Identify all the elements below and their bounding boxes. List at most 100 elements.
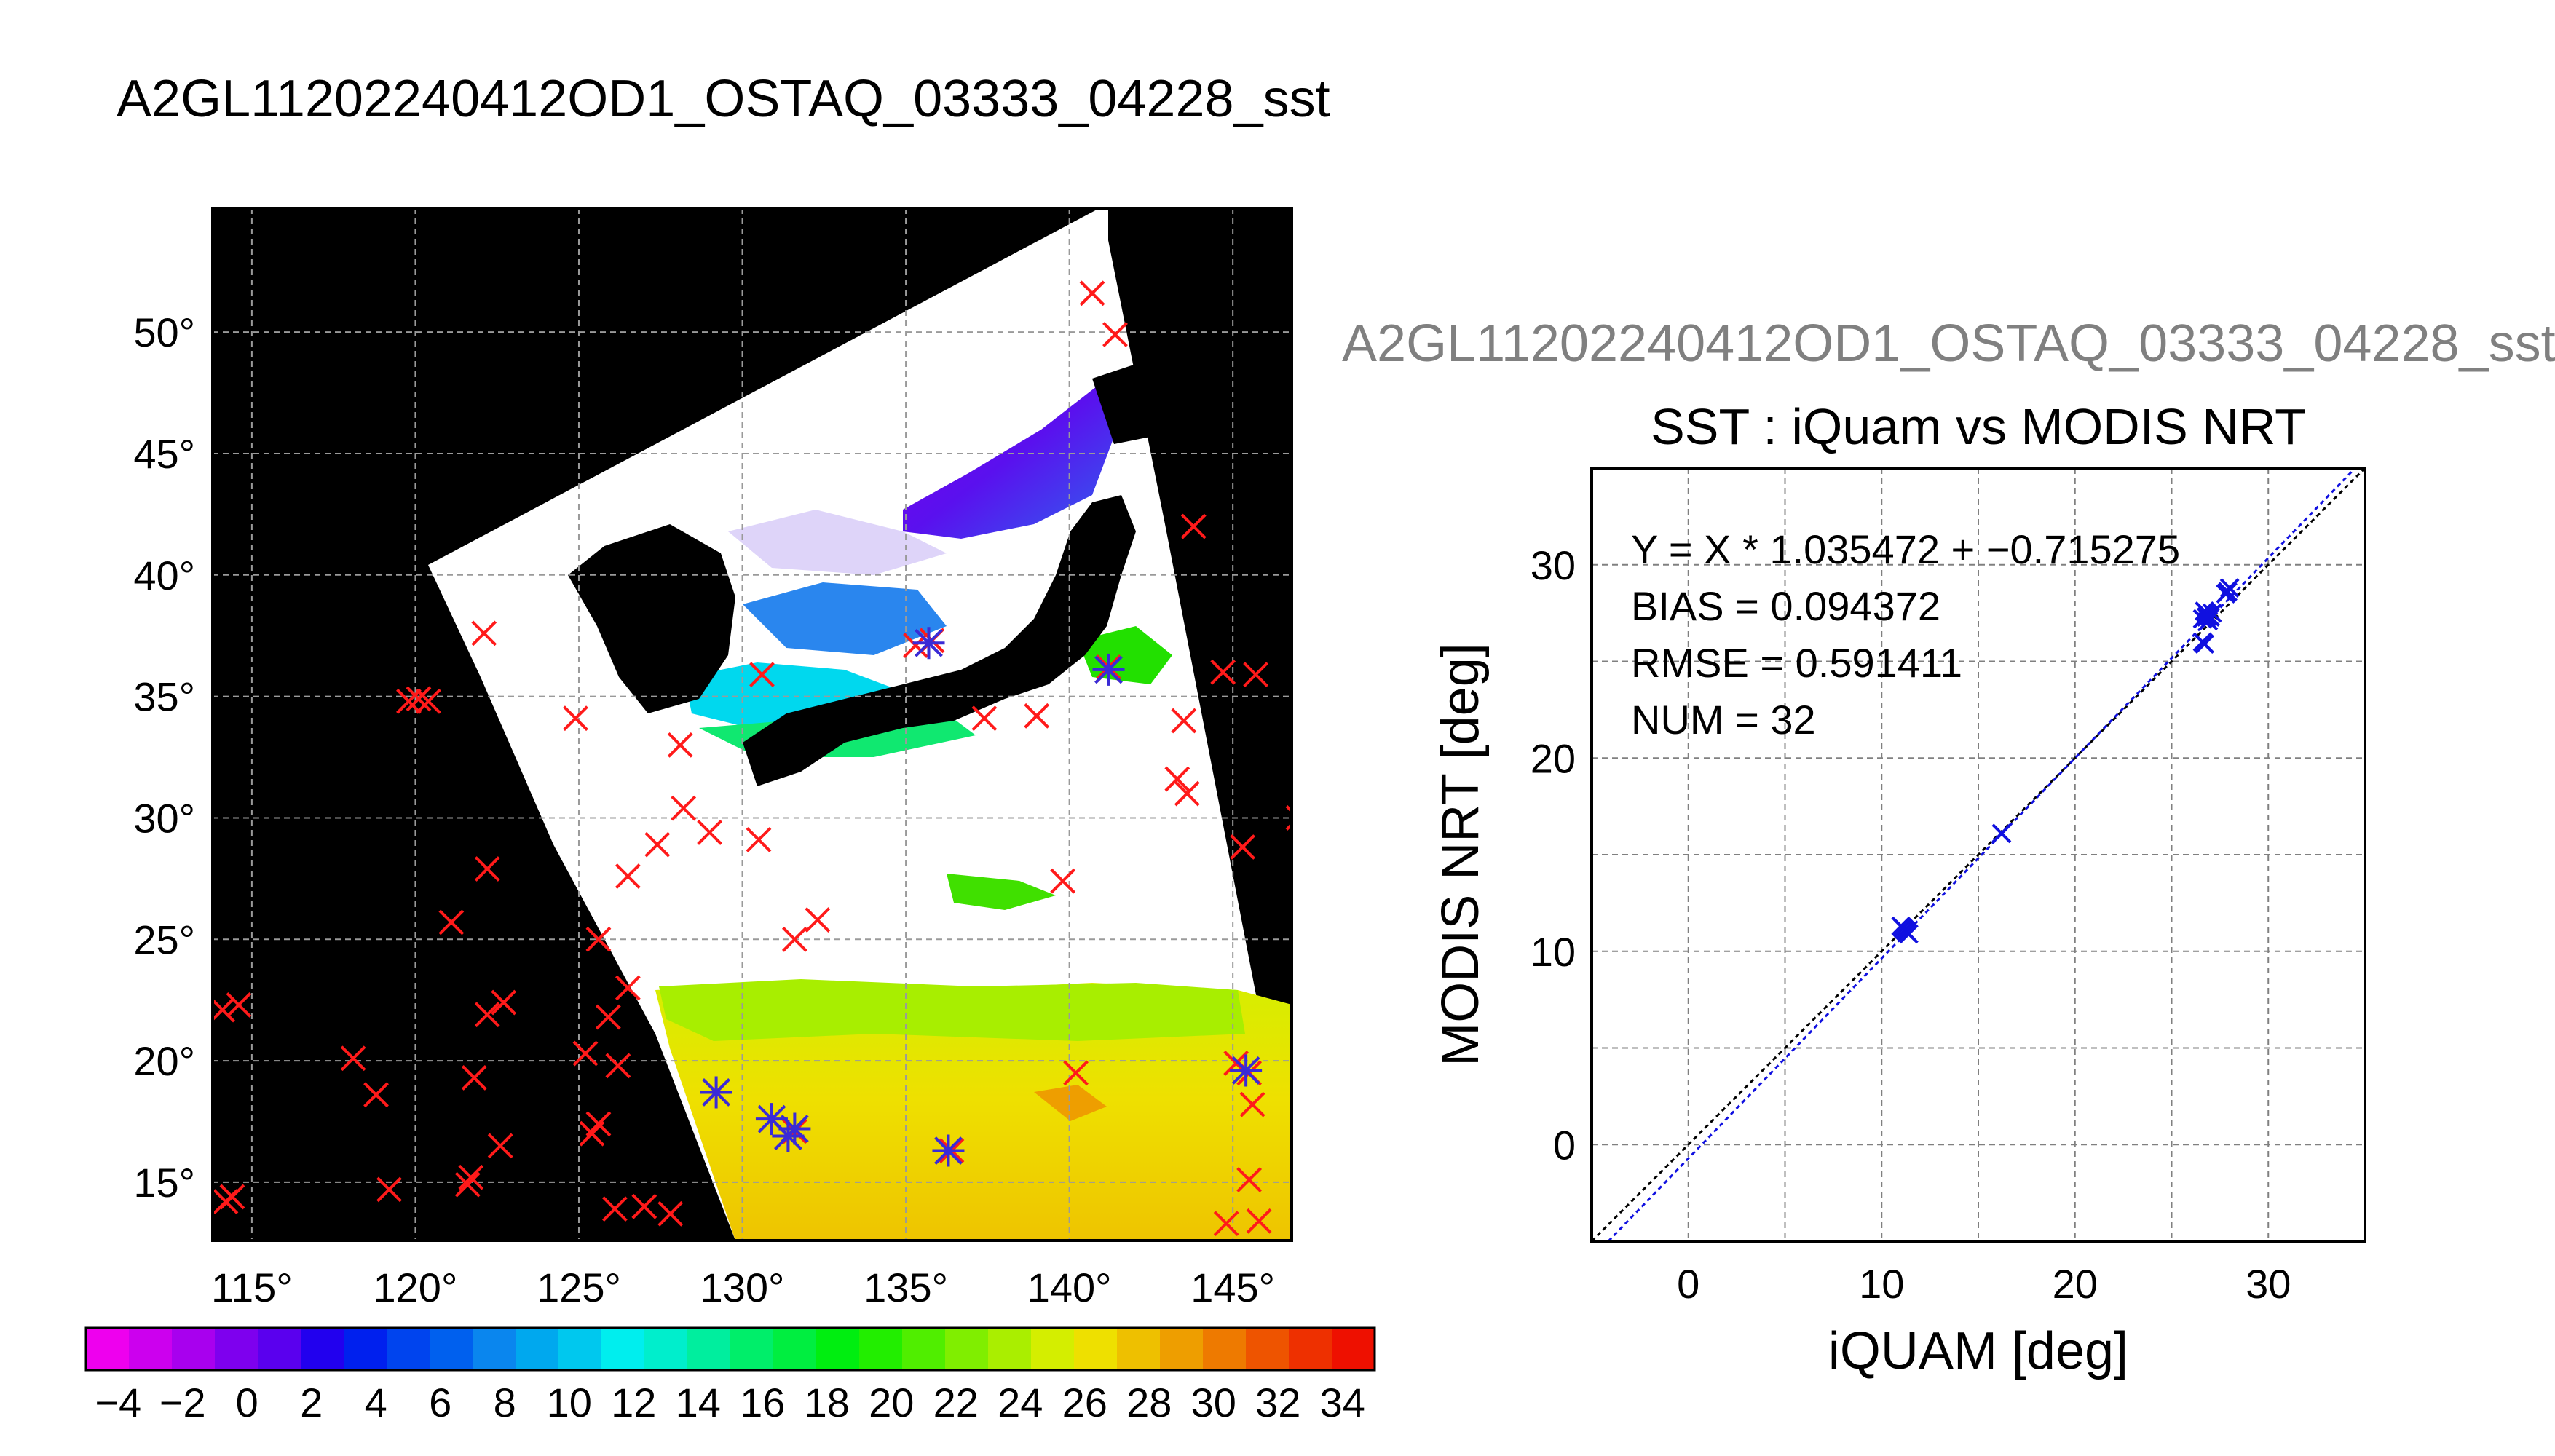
mid-sst-region <box>743 582 947 655</box>
map-y-tick-label: 30° <box>133 795 195 841</box>
map-y-tick-label: 20° <box>133 1038 195 1084</box>
match-marker <box>657 1200 684 1227</box>
colorbar-swatch <box>773 1328 817 1370</box>
colorbar-tick-label: 16 <box>740 1380 785 1425</box>
colorbar-swatch <box>859 1328 903 1370</box>
colorbar-frame <box>84 1326 1376 1372</box>
map-y-tick-label: 50° <box>133 309 195 355</box>
match-marker <box>1174 780 1200 807</box>
identity-line <box>1592 468 2365 1241</box>
orange-sst-patch <box>1034 1085 1107 1121</box>
scatter-y-tick-label: 20 <box>1531 735 1576 781</box>
match-marker <box>572 1040 599 1067</box>
rmse-stat: RMSE = 0.591411 <box>1631 640 1962 686</box>
green-patch-south <box>947 874 1056 910</box>
colorbar-swatch <box>1160 1328 1204 1370</box>
colorbar-tick-label: 30 <box>1191 1380 1236 1425</box>
match-marker <box>438 909 465 935</box>
scatter-points <box>1891 578 2240 944</box>
scatter-x-tick-label: 10 <box>1859 1261 1904 1307</box>
match-marker <box>474 856 500 882</box>
colorbar-tick-label: 20 <box>869 1380 914 1425</box>
colorbar-tick-label: 18 <box>805 1380 850 1425</box>
colorbar-swatch <box>644 1328 688 1370</box>
match-marker <box>213 997 235 1022</box>
colorbar-tick-label: 2 <box>300 1380 323 1425</box>
colorbar-swatch <box>344 1328 387 1370</box>
match-marker <box>487 1133 513 1159</box>
colorbar-swatch <box>301 1328 344 1370</box>
scatter-y-tick-label: 10 <box>1531 929 1576 975</box>
match-marker <box>579 1120 605 1147</box>
colorbar-tick-label: 28 <box>1126 1380 1172 1425</box>
colorbar-swatch <box>902 1328 946 1370</box>
match-marker <box>1243 662 1269 688</box>
colorbar-swatch <box>473 1328 516 1370</box>
japan-hokkaido <box>1092 364 1172 444</box>
colorbar-tick-label: 14 <box>676 1380 721 1425</box>
scatter-x-tick-label: 20 <box>2053 1261 2098 1307</box>
scatter-x-tick-label: 0 <box>1677 1261 1699 1307</box>
japan-honshu <box>743 495 1136 786</box>
match-marker <box>671 795 697 821</box>
colorbar-swatch <box>1332 1328 1375 1370</box>
scatter-point <box>1899 924 1919 944</box>
match-marker <box>1223 1051 1249 1076</box>
scatter-title: SST : iQuam vs MODIS NRT <box>1651 398 2306 455</box>
colorbar-swatch <box>387 1328 430 1370</box>
match-marker <box>615 975 641 1001</box>
colorbar-swatch <box>516 1328 559 1370</box>
match-marker <box>363 1082 389 1108</box>
map-tick-labels: 115° 120° 125° 130° 135° 140° 145° 50° 45° 40° 35°… <box>133 309 1275 1310</box>
colorbar-swatch <box>687 1328 731 1370</box>
map-y-tick-label: 35° <box>133 674 195 720</box>
scatter-y-tick-label: 30 <box>1531 542 1576 588</box>
match-marker <box>415 688 441 714</box>
scatter-y-label: MODIS NRT [deg] <box>1431 643 1490 1067</box>
scatter-tick-labels: 0 10 20 30 0 10 20 30 <box>1531 542 2291 1307</box>
match-marker <box>605 1053 631 1079</box>
match-marker <box>1236 1167 1263 1193</box>
colorbar-tick-label: 8 <box>494 1380 516 1425</box>
colorbar-tick-label: 22 <box>933 1380 979 1425</box>
match-marker <box>1246 1208 1272 1234</box>
scatter-grid <box>1592 468 2365 1241</box>
colorbar-swatches <box>86 1328 1375 1370</box>
scatter-point <box>1991 823 2012 844</box>
colorbar-tick-label: 32 <box>1255 1380 1300 1425</box>
colorbar-swatch <box>730 1328 774 1370</box>
map-markers <box>213 280 1292 1237</box>
bias-stat: BIAS = 0.094372 <box>1631 583 1940 629</box>
fit-line <box>1606 468 2357 1241</box>
colorbar-swatch <box>1117 1328 1161 1370</box>
match-marker <box>461 1065 487 1091</box>
map-x-tick-label: 135° <box>864 1265 948 1310</box>
map-frame <box>211 207 1293 1242</box>
colorbar-swatch <box>1289 1328 1332 1370</box>
match-marker <box>1079 280 1105 306</box>
colorbar-swatch <box>86 1328 130 1370</box>
colorbar-tick-label: 26 <box>1062 1380 1107 1425</box>
match-marker <box>213 1189 239 1215</box>
colorbar-tick-labels: −4 −2 0 2 4 6 8 10 12 14 16 18 20 22 24 26 28 30 32 34 <box>95 1380 1365 1425</box>
scatter-frame <box>1590 467 2366 1243</box>
map-y-tick-label: 15° <box>133 1160 195 1206</box>
match-marker <box>1050 868 1076 894</box>
match-marker <box>644 831 671 858</box>
match-marker <box>563 705 588 732</box>
colorbar-swatch <box>1031 1328 1075 1370</box>
match-marker <box>1171 708 1197 734</box>
colorbar-swatch <box>945 1328 989 1370</box>
match-marker <box>1024 703 1050 729</box>
match-marker <box>1230 834 1256 860</box>
match-marker <box>1213 1211 1239 1237</box>
colorbar-swatch <box>1246 1328 1290 1370</box>
cold-sst-region <box>903 379 1114 539</box>
sst-map: 115° 120° 125° 130° 135° 140° 145° 50° 45° 40° 35°… <box>133 207 1293 1310</box>
map-x-tick-label: 145° <box>1190 1265 1275 1310</box>
map-x-tick-label: 115° <box>211 1265 293 1310</box>
colorbar-swatch <box>430 1328 473 1370</box>
map-x-tick-label: 140° <box>1027 1265 1112 1310</box>
scatter-point <box>2195 601 2215 621</box>
match-marker <box>667 732 693 758</box>
